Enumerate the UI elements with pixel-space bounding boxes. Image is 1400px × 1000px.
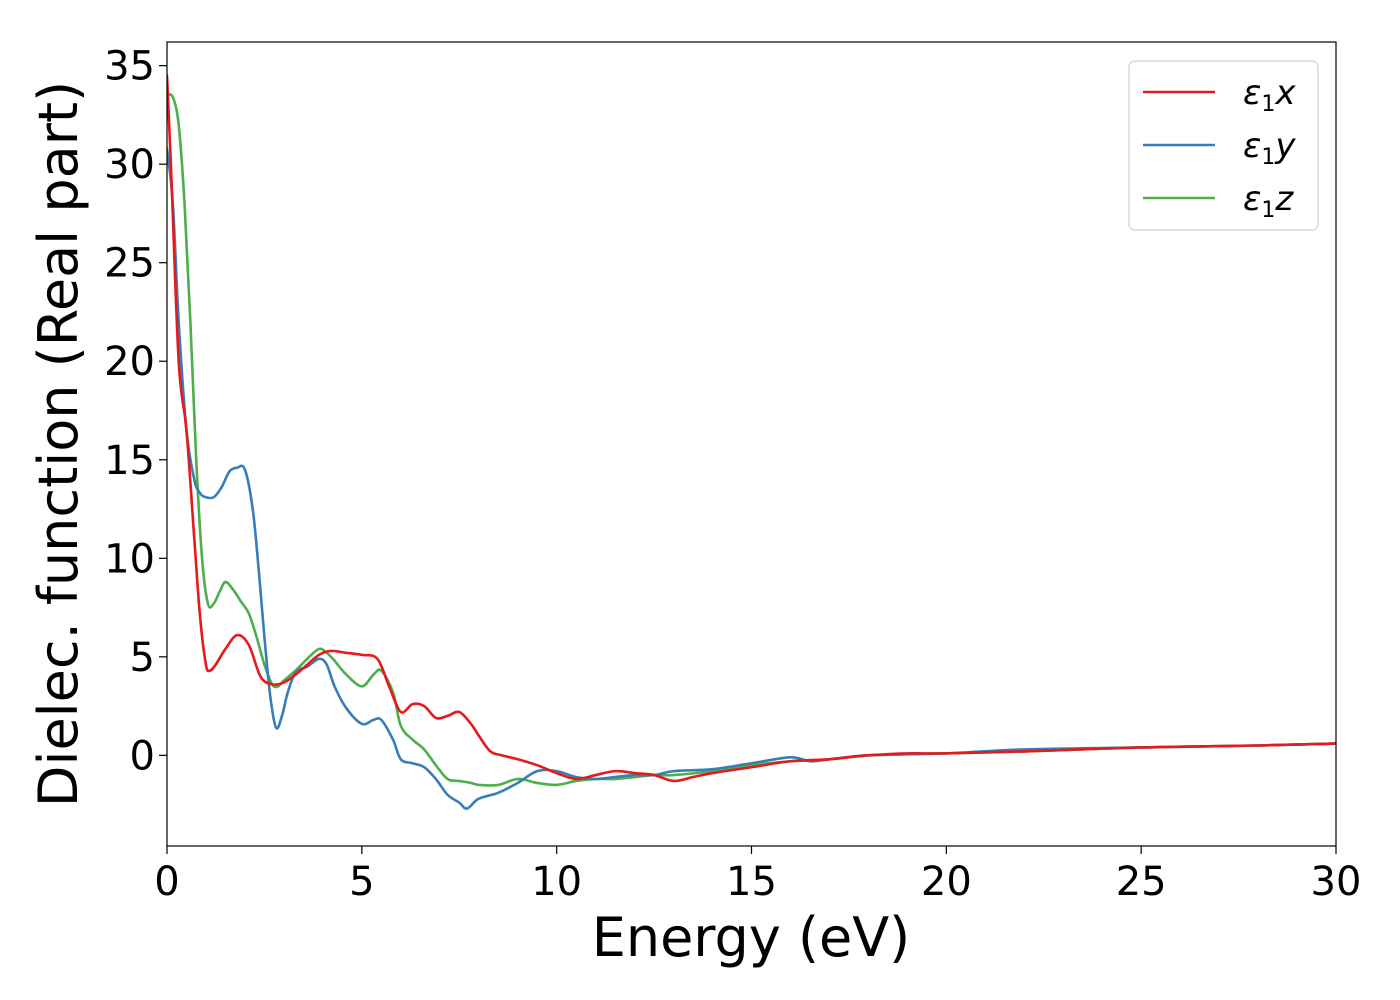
y-tick-label: 5 xyxy=(130,635,155,681)
series-line-x xyxy=(167,74,1336,783)
legend-label-y: ε1y xyxy=(1243,126,1296,170)
legend-label-x: ε1x xyxy=(1243,73,1296,117)
x-tick-label: 25 xyxy=(1116,859,1167,905)
x-tick-label: 10 xyxy=(531,859,582,905)
y-tick-label: 15 xyxy=(104,438,155,484)
y-tick-label: 30 xyxy=(104,142,155,188)
y-tick-label: 0 xyxy=(130,733,155,779)
y-tick-label: 25 xyxy=(104,241,155,287)
y-tick-label: 10 xyxy=(104,536,155,582)
series-layer xyxy=(167,74,1336,810)
x-tick-label: 20 xyxy=(921,859,972,905)
x-tick-label: 5 xyxy=(349,859,374,905)
x-tick-label: 30 xyxy=(1311,859,1362,905)
legend-label-z: ε1z xyxy=(1243,179,1294,223)
legend-box xyxy=(1128,60,1319,231)
x-tick-label: 15 xyxy=(726,859,777,905)
legend: ε1x ε1y ε1z xyxy=(1128,60,1319,231)
series-line-y xyxy=(167,147,1336,810)
x-tick-label: 0 xyxy=(154,859,179,905)
series-line-z xyxy=(167,93,1336,787)
x-axis-label: Energy (eV) xyxy=(592,906,911,969)
y-tick-label: 20 xyxy=(104,339,155,385)
x-axis-ticks: 0 5 10 15 20 25 30 xyxy=(154,846,1361,905)
y-axis-label: Dielec. function (Real part) xyxy=(27,81,90,807)
y-axis-ticks: 0 5 10 15 20 25 30 35 xyxy=(104,44,167,779)
y-tick-label: 35 xyxy=(104,44,155,90)
